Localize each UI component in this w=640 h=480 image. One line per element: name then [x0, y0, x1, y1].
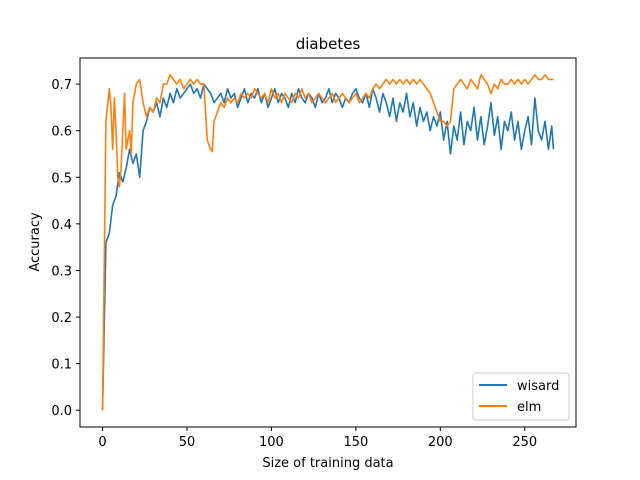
x-axis-title: Size of training data [262, 456, 393, 471]
plot-lines [101, 73, 555, 411]
legend: wisard elm [472, 372, 570, 421]
chart-title: diabetes [296, 35, 361, 53]
x-tick-label: 150 [343, 435, 368, 450]
series-line-wisard [101, 83, 555, 411]
y-tick-label: 0.2 [51, 311, 72, 326]
y-tick-label: 0.6 [51, 125, 72, 140]
x-tick-label: 250 [512, 435, 537, 450]
y-tick-label: 0.3 [51, 264, 72, 279]
x-tick-label: 0 [98, 435, 106, 450]
x-tick-label: 50 [179, 435, 196, 450]
y-tick-label: 0.7 [51, 78, 72, 93]
y-axis: 0.0 0.1 0.2 0.3 0.4 0.5 0.6 0.7 [51, 78, 80, 419]
legend-label-wisard: wisard [517, 379, 559, 394]
y-tick-label: 0.1 [51, 358, 72, 373]
y-tick-label: 0.5 [51, 171, 72, 186]
x-tick-label: 200 [428, 435, 453, 450]
y-tick-label: 0.4 [51, 218, 72, 233]
plot-frame [79, 57, 577, 428]
legend-label-elm: elm [517, 400, 541, 415]
y-axis-title: Accuracy [28, 212, 43, 272]
x-axis: 0 50 100 150 200 250 [98, 427, 537, 450]
series-line-elm [101, 73, 554, 411]
x-tick-label: 100 [259, 435, 284, 450]
y-tick-label: 0.0 [51, 404, 72, 419]
